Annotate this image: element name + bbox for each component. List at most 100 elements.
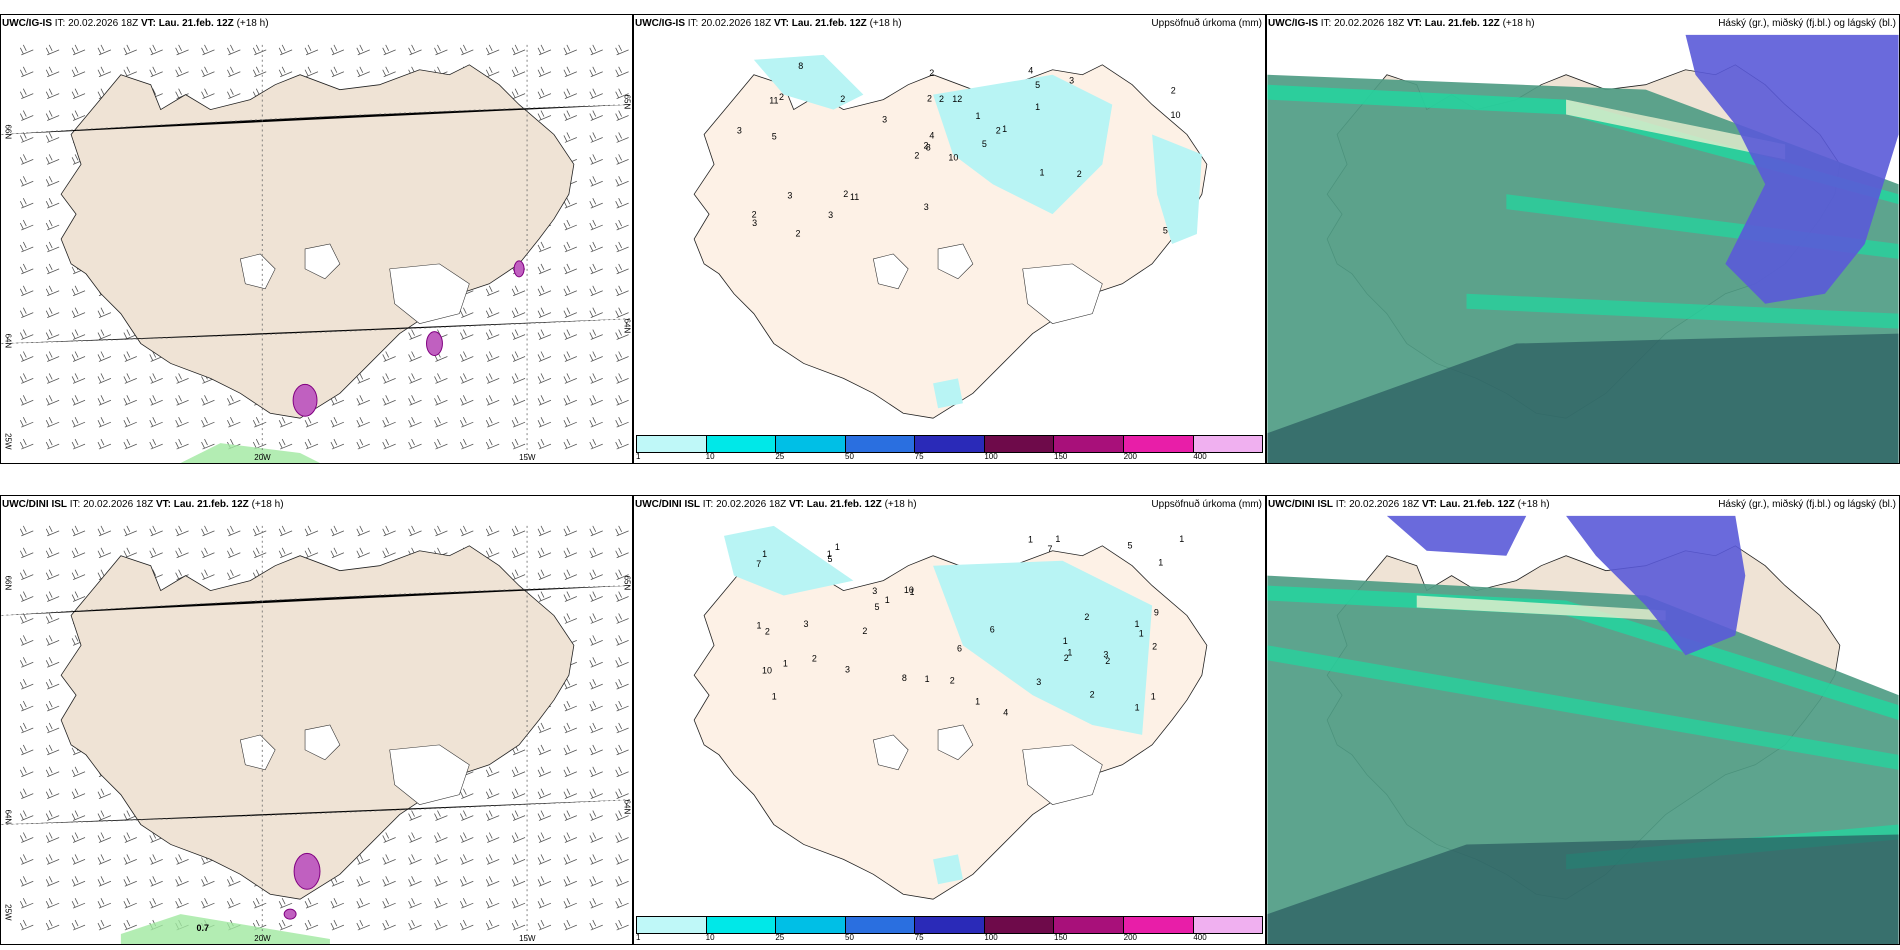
wind-barb bbox=[19, 876, 34, 887]
lon-label: 20W bbox=[254, 453, 271, 462]
wind-barb bbox=[356, 876, 370, 887]
wind-barb bbox=[45, 198, 60, 209]
wind-barb bbox=[563, 307, 577, 319]
glacier bbox=[937, 724, 974, 761]
wind-barb bbox=[19, 263, 34, 275]
wind-barb bbox=[19, 635, 34, 646]
wind-barb bbox=[19, 198, 34, 209]
precip-value: 10 bbox=[1171, 110, 1181, 120]
wind-barb bbox=[537, 766, 552, 778]
wind-barb bbox=[71, 854, 86, 865]
wind-barb bbox=[563, 700, 577, 712]
precip-value: 2 bbox=[927, 94, 932, 104]
wind-barb bbox=[537, 919, 552, 931]
wind-barb bbox=[382, 919, 396, 931]
glacier bbox=[389, 263, 470, 324]
wind-barb bbox=[460, 307, 474, 319]
wind-barb bbox=[201, 66, 215, 78]
wind-barb bbox=[511, 569, 526, 580]
wind-barb bbox=[589, 307, 603, 319]
wind-barb bbox=[149, 876, 163, 887]
wind-barb bbox=[485, 395, 500, 406]
model-label: UWC/DINI ISL bbox=[2, 499, 67, 510]
wind-barb bbox=[45, 876, 60, 887]
precip-value: 2 bbox=[840, 94, 845, 104]
precip-value: 1 bbox=[835, 542, 840, 552]
wind-barb bbox=[537, 373, 552, 384]
wind-barb bbox=[589, 679, 603, 690]
wind-barb bbox=[460, 919, 474, 931]
wind-barb bbox=[589, 241, 603, 253]
wind-barb bbox=[71, 329, 86, 340]
precip-value: 2 bbox=[950, 675, 955, 685]
wind-barb bbox=[382, 395, 396, 406]
wind-barb bbox=[71, 307, 86, 319]
wind-barb bbox=[304, 66, 319, 78]
wind-barb bbox=[460, 395, 474, 406]
wind-map: 20W 15W 66N 64N 25W 65N 64N bbox=[1, 44, 632, 463]
wind-barb bbox=[511, 788, 526, 800]
wind-barb bbox=[434, 373, 448, 384]
wind-barb bbox=[589, 66, 603, 78]
wind-barb bbox=[123, 832, 137, 843]
cloud-map bbox=[1267, 15, 1899, 463]
precip-panel-bottom: UWC/DINI ISL IT: 20.02.2026 18Z VT: Lau.… bbox=[633, 495, 1266, 945]
wind-barb bbox=[356, 417, 370, 428]
wind-barb bbox=[434, 854, 448, 865]
wind-barb bbox=[408, 351, 422, 362]
wind-barb bbox=[563, 88, 577, 99]
wind-barb bbox=[45, 417, 60, 428]
wind-barb bbox=[511, 854, 526, 865]
wind-barb bbox=[589, 854, 603, 865]
precip-value: 1 bbox=[1179, 534, 1184, 544]
vt-value: Lau. 21.feb. 12Z bbox=[1424, 18, 1500, 29]
it-label: IT: bbox=[69, 499, 81, 510]
wind-barb bbox=[589, 613, 603, 624]
precip-value: 2 bbox=[765, 626, 770, 636]
wind-barb bbox=[97, 919, 112, 931]
wind-barb bbox=[71, 832, 86, 843]
wind-barb bbox=[45, 263, 60, 275]
wind-barb bbox=[460, 898, 474, 909]
vt-value: Lau. 21.feb. 12Z bbox=[173, 499, 249, 510]
lat-label: 66N bbox=[3, 125, 12, 140]
colorbar-tick: 10 bbox=[705, 933, 715, 942]
wind-barb bbox=[149, 351, 163, 362]
it-label: IT: bbox=[1320, 18, 1332, 29]
wind-barb bbox=[201, 876, 215, 887]
wind-barb bbox=[97, 438, 112, 450]
wind-barb bbox=[563, 854, 577, 865]
precip-value: 3 bbox=[882, 115, 887, 125]
model-label: UWC/IG-IS bbox=[2, 18, 52, 29]
vt-label: VT: bbox=[1406, 18, 1422, 29]
wind-barb bbox=[537, 744, 552, 756]
wind-barb bbox=[563, 263, 577, 275]
wind-panel-top: UWC/IG-IS IT: 20.02.2026 18Z VT: Lau. 21… bbox=[0, 14, 633, 464]
precip-value: 2 bbox=[939, 94, 944, 104]
wind-barb bbox=[19, 810, 34, 821]
precip-value: 12 bbox=[952, 94, 962, 104]
wind-barb bbox=[19, 700, 34, 712]
colorbar-cell bbox=[706, 436, 777, 452]
precip-value: 2 bbox=[1171, 86, 1176, 96]
wind-barb bbox=[615, 241, 629, 253]
wind-barb bbox=[615, 547, 629, 559]
wind-barb bbox=[227, 88, 241, 99]
low-cloud-band bbox=[1267, 645, 1899, 770]
precip-value: 5 bbox=[772, 131, 777, 141]
wind-barb bbox=[615, 832, 629, 843]
wind-barb bbox=[485, 44, 500, 56]
wind-barb bbox=[19, 591, 34, 602]
wind-barb bbox=[71, 88, 86, 99]
wind-barb bbox=[537, 438, 552, 450]
wind-barb bbox=[615, 744, 629, 756]
wind-barb bbox=[563, 547, 577, 559]
wind-barb bbox=[615, 329, 629, 340]
precip-value: 2 bbox=[1152, 642, 1157, 652]
wind-barb bbox=[175, 854, 189, 865]
wind-barb bbox=[19, 132, 34, 143]
colorbar-tick: 200 bbox=[1123, 933, 1138, 942]
wind-barb bbox=[589, 417, 603, 428]
precip-value: 2 bbox=[924, 141, 929, 151]
wind-barb bbox=[485, 417, 500, 428]
